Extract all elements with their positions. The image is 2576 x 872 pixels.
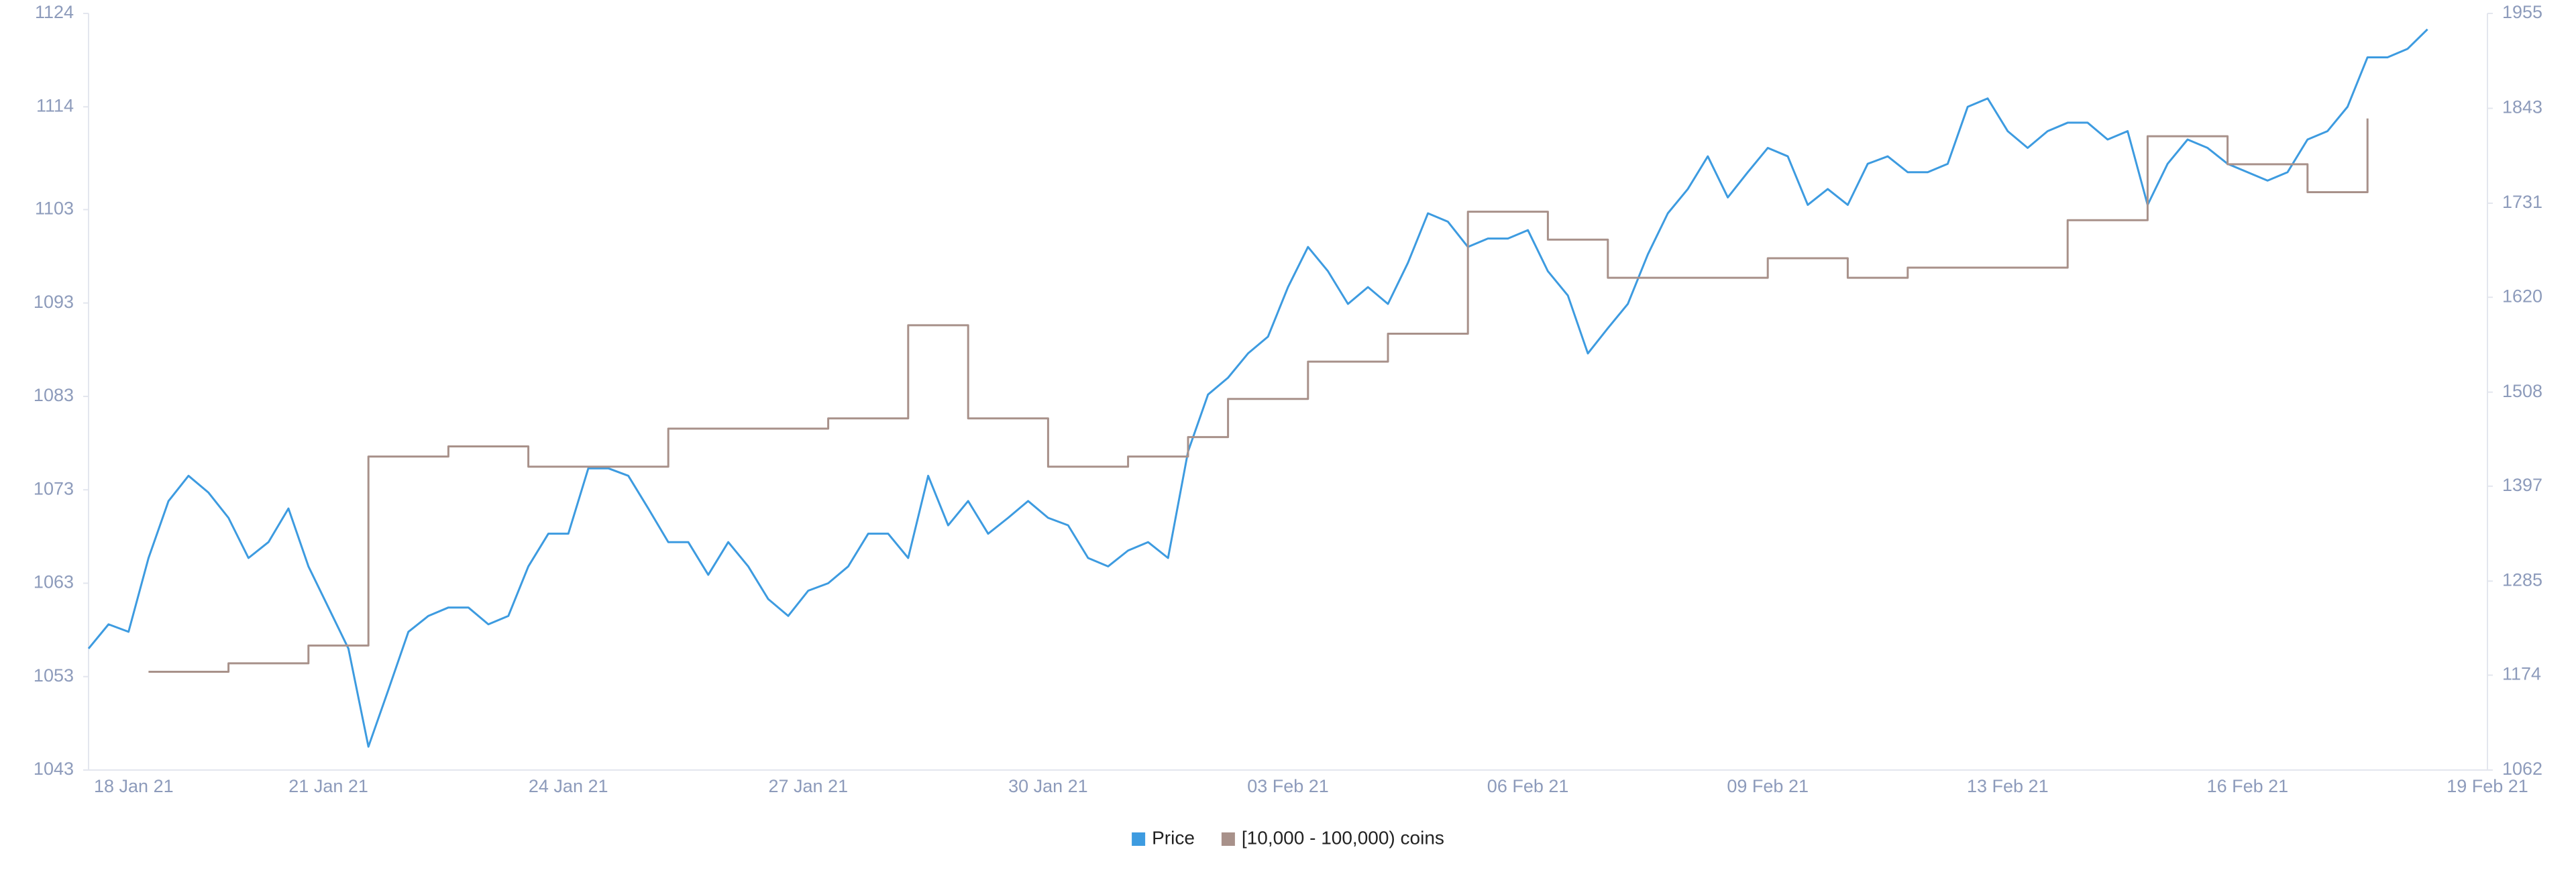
y-tick-label: 1063: [34, 572, 74, 592]
y-tick-label: 1103: [35, 199, 74, 219]
legend-label: Price: [1152, 827, 1195, 848]
x-tick-label: 24 Jan 21: [529, 776, 608, 796]
x-tick-label: 27 Jan 21: [768, 776, 848, 796]
y2-tick-label: 1174: [2502, 664, 2541, 684]
y2-tick-label: 1620: [2502, 286, 2542, 306]
y-tick-label: 1093: [34, 292, 74, 312]
y2-tick-label: 1508: [2502, 381, 2542, 401]
legend-swatch: [1221, 832, 1235, 846]
series-line: [87, 28, 2428, 748]
y-tick-label: 1083: [34, 385, 74, 405]
x-tick-label: 21 Jan 21: [288, 776, 368, 796]
y2-tick-label: 1285: [2502, 569, 2542, 590]
y2-tick-label: 1843: [2502, 97, 2542, 117]
legend-swatch: [1132, 832, 1146, 846]
x-tick-label: 18 Jan 21: [94, 776, 174, 796]
y2-tick-label: 1955: [2502, 2, 2542, 22]
series-line: [148, 118, 2369, 673]
y-tick-label: 1124: [35, 2, 74, 22]
x-tick-label: 13 Feb 21: [1967, 776, 2049, 796]
legend-label: [10,000 - 100,000) coins: [1242, 827, 1444, 848]
y2-tick-label: 1062: [2502, 759, 2542, 779]
y-tick-label: 1053: [34, 665, 74, 686]
x-tick-label: 03 Feb 21: [1247, 776, 1329, 796]
x-tick-label: 06 Feb 21: [1487, 776, 1569, 796]
y-tick-label: 1073: [34, 478, 74, 498]
x-tick-label: 16 Feb 21: [2207, 776, 2289, 796]
y-tick-label: 1043: [34, 759, 74, 779]
x-tick-label: 30 Jan 21: [1008, 776, 1088, 796]
y2-tick-label: 1397: [2502, 475, 2542, 495]
x-tick-label: 09 Feb 21: [1727, 776, 1809, 796]
y2-tick-label: 1731: [2502, 192, 2542, 212]
x-tick-label: 19 Feb 21: [2447, 776, 2528, 796]
y-tick-label: 1114: [36, 95, 74, 115]
